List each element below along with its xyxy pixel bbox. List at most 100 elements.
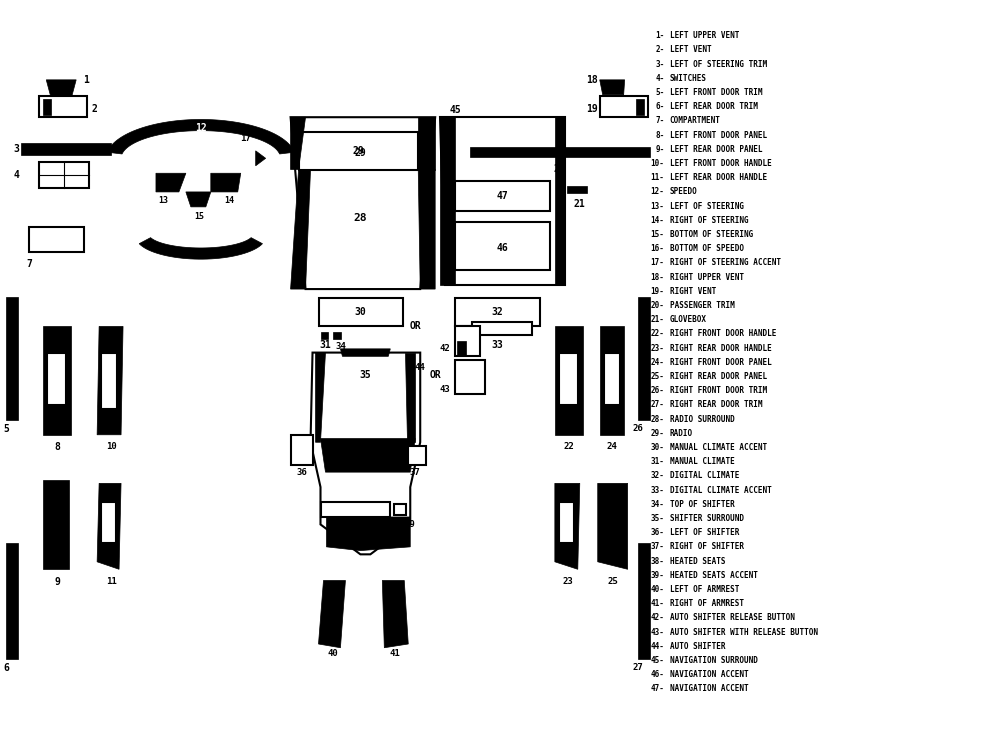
Text: LEFT REAR DOOR TRIM: LEFT REAR DOOR TRIM bbox=[670, 102, 757, 111]
Text: 38-: 38- bbox=[651, 556, 665, 566]
Bar bbox=[408, 446, 426, 465]
Polygon shape bbox=[440, 117, 565, 285]
Text: 22-: 22- bbox=[651, 329, 665, 338]
Text: RIGHT REAR DOOR HANDLE: RIGHT REAR DOOR HANDLE bbox=[670, 344, 771, 352]
Text: AUTO SHIFTER RELEASE BUTTON: AUTO SHIFTER RELEASE BUTTON bbox=[670, 614, 794, 622]
Text: RIGHT VENT: RIGHT VENT bbox=[670, 286, 716, 296]
Text: 39-: 39- bbox=[651, 571, 665, 580]
Polygon shape bbox=[340, 349, 390, 356]
Text: 38: 38 bbox=[350, 520, 361, 529]
Text: 17: 17 bbox=[240, 134, 251, 143]
Text: 15: 15 bbox=[194, 212, 204, 221]
Bar bbox=[567, 186, 587, 194]
Text: 3-: 3- bbox=[655, 60, 665, 69]
Text: 23-: 23- bbox=[651, 344, 665, 352]
Text: 31-: 31- bbox=[651, 458, 665, 466]
Bar bbox=[299, 132, 418, 170]
Text: 3: 3 bbox=[13, 144, 19, 154]
Text: 5: 5 bbox=[3, 424, 9, 433]
Text: 10-: 10- bbox=[651, 159, 665, 168]
Text: 26: 26 bbox=[632, 424, 643, 433]
Text: 33-: 33- bbox=[651, 485, 665, 494]
Text: 43: 43 bbox=[440, 386, 451, 394]
Text: HEATED SEATS: HEATED SEATS bbox=[670, 556, 725, 566]
Text: NAVIGATION SURROUND: NAVIGATION SURROUND bbox=[670, 656, 757, 665]
Text: 2-: 2- bbox=[655, 46, 665, 55]
Polygon shape bbox=[291, 170, 311, 289]
Text: LEFT FRONT DOOR HANDLE: LEFT FRONT DOOR HANDLE bbox=[670, 159, 771, 168]
Text: 17-: 17- bbox=[651, 259, 665, 268]
Text: RADIO SURROUND: RADIO SURROUND bbox=[670, 415, 734, 424]
Text: LEFT FRONT DOOR PANEL: LEFT FRONT DOOR PANEL bbox=[670, 130, 767, 140]
Text: LEFT OF STEERING: LEFT OF STEERING bbox=[670, 202, 744, 211]
Text: SHIFTER SURROUND: SHIFTER SURROUND bbox=[670, 514, 744, 523]
Polygon shape bbox=[555, 483, 580, 569]
Bar bbox=[394, 504, 406, 515]
Bar bbox=[319, 298, 403, 326]
Text: 18-: 18- bbox=[651, 273, 665, 282]
Text: MANUAL CLIMATE: MANUAL CLIMATE bbox=[670, 458, 734, 466]
Polygon shape bbox=[156, 173, 186, 192]
Bar bbox=[455, 298, 540, 326]
Bar bbox=[600, 96, 648, 117]
Text: NAVIGATION ACCENT: NAVIGATION ACCENT bbox=[670, 684, 748, 693]
Text: NAVIGATION ACCENT: NAVIGATION ACCENT bbox=[670, 670, 748, 680]
Polygon shape bbox=[418, 117, 435, 170]
Text: 8-: 8- bbox=[655, 130, 665, 140]
Polygon shape bbox=[211, 173, 241, 192]
Text: 11-: 11- bbox=[651, 173, 665, 182]
Text: GLOVEBOX: GLOVEBOX bbox=[670, 315, 707, 324]
Text: LEFT UPPER VENT: LEFT UPPER VENT bbox=[670, 32, 739, 40]
Bar bbox=[636, 98, 644, 115]
Text: 45-: 45- bbox=[651, 656, 665, 665]
Text: 30-: 30- bbox=[651, 443, 665, 452]
Bar bbox=[21, 143, 111, 154]
Bar bbox=[457, 341, 466, 355]
Polygon shape bbox=[43, 326, 71, 435]
Text: 42-: 42- bbox=[651, 614, 665, 622]
Polygon shape bbox=[311, 352, 420, 554]
Text: 11: 11 bbox=[106, 577, 116, 586]
Text: 13: 13 bbox=[158, 196, 168, 205]
Polygon shape bbox=[555, 326, 583, 435]
Text: AUTO SHIFTER WITH RELEASE BUTTON: AUTO SHIFTER WITH RELEASE BUTTON bbox=[670, 628, 818, 637]
Polygon shape bbox=[418, 170, 435, 289]
Text: 13-: 13- bbox=[651, 202, 665, 211]
Text: 41-: 41- bbox=[651, 599, 665, 608]
Bar bbox=[638, 296, 650, 420]
Text: 4: 4 bbox=[13, 170, 19, 181]
Text: OR: OR bbox=[409, 322, 421, 332]
Text: 12-: 12- bbox=[651, 188, 665, 196]
Polygon shape bbox=[382, 580, 408, 648]
Text: 7: 7 bbox=[26, 260, 32, 269]
Text: 32: 32 bbox=[491, 308, 503, 317]
Bar bbox=[6, 296, 18, 420]
Text: 35-: 35- bbox=[651, 514, 665, 523]
Polygon shape bbox=[333, 332, 341, 339]
Text: LEFT OF ARMREST: LEFT OF ARMREST bbox=[670, 585, 739, 594]
Text: LEFT REAR DOOR HANDLE: LEFT REAR DOOR HANDLE bbox=[670, 173, 767, 182]
Bar bbox=[455, 222, 550, 271]
Text: 12: 12 bbox=[195, 124, 207, 134]
Text: 19-: 19- bbox=[651, 286, 665, 296]
Polygon shape bbox=[462, 332, 468, 336]
Polygon shape bbox=[186, 192, 211, 207]
Text: 39: 39 bbox=[405, 520, 416, 529]
Polygon shape bbox=[46, 80, 76, 98]
Polygon shape bbox=[319, 580, 345, 648]
Text: AUTO SHIFTER: AUTO SHIFTER bbox=[670, 642, 725, 651]
Text: 36: 36 bbox=[296, 468, 307, 477]
Text: RIGHT OF ARMREST: RIGHT OF ARMREST bbox=[670, 599, 744, 608]
Text: LEFT REAR DOOR PANEL: LEFT REAR DOOR PANEL bbox=[670, 145, 762, 154]
Text: RIGHT UPPER VENT: RIGHT UPPER VENT bbox=[670, 273, 744, 282]
Text: 7-: 7- bbox=[655, 116, 665, 125]
Text: RADIO: RADIO bbox=[670, 429, 693, 438]
Text: 15-: 15- bbox=[651, 230, 665, 239]
Bar bbox=[299, 132, 418, 173]
Text: HEATED SEATS ACCENT: HEATED SEATS ACCENT bbox=[670, 571, 757, 580]
Text: 45: 45 bbox=[449, 105, 461, 115]
Bar bbox=[39, 162, 89, 188]
Polygon shape bbox=[291, 117, 435, 289]
Text: OR: OR bbox=[429, 370, 441, 380]
Text: DIGITAL CLIMATE: DIGITAL CLIMATE bbox=[670, 472, 739, 481]
